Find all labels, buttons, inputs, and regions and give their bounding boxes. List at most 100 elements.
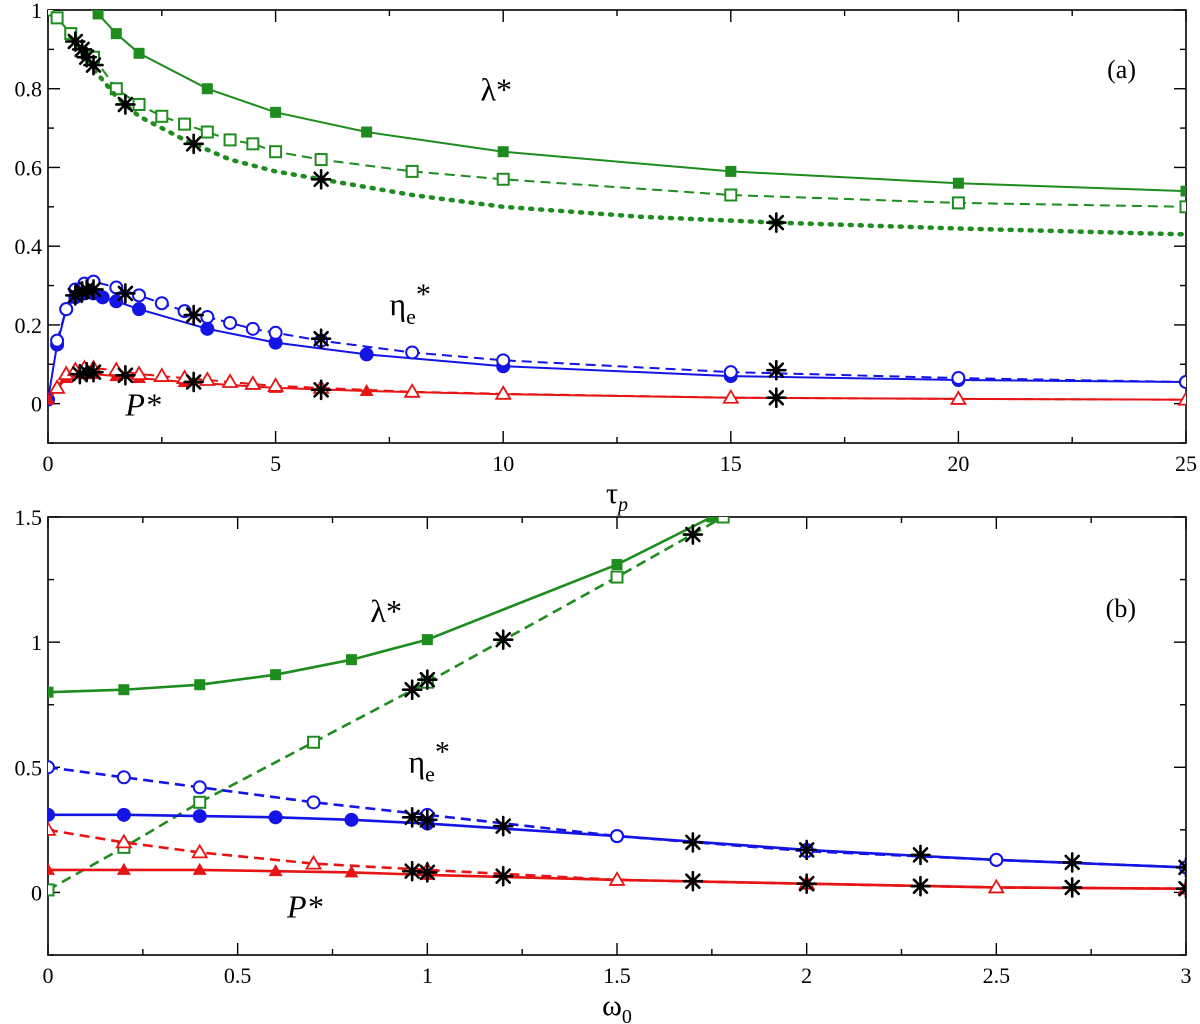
panel-a-xtick-label: 25 [1175,451,1197,476]
panel-a-series--e-asterisks [65,279,787,381]
marker-asterisk [417,809,438,831]
marker-square-filled [110,28,122,40]
panel-b-xtick-label: 2.5 [983,963,1011,988]
marker-asterisk [766,212,787,233]
marker-square-open [1179,200,1186,214]
marker-asterisk [1061,877,1083,898]
marker-circle-open [951,371,966,386]
marker-asterisk [83,361,104,383]
marker-asterisk [492,815,514,837]
marker-circle-open [268,325,283,340]
marker-circle-open [200,310,215,325]
marker-asterisk [417,669,438,690]
marker-asterisk [71,281,93,302]
marker-asterisk [417,862,438,883]
panel-a-series-p-asterisks [69,361,787,409]
marker-asterisk [310,379,332,401]
marker-asterisk [910,844,931,866]
marker-asterisk [796,873,817,894]
panel-a-ytick-label: 0.4 [15,234,43,259]
panel-a-xlabel: τp [606,477,628,516]
panel-b-series--e-filled-line [48,813,1186,869]
marker-square-filled [361,126,373,138]
marker-circle-open [306,795,321,810]
panel-a-annotation: ηe* [389,278,431,329]
marker-square-open [246,137,260,151]
marker-circle-filled [132,302,147,317]
panel-b-series--e-asterisks [401,807,1186,878]
marker-triangle-filled [48,862,55,875]
marker-asterisk [1061,852,1083,873]
marker-asterisk [401,807,423,828]
marker-asterisk [682,832,704,853]
marker-square-filled [92,10,104,20]
marker-asterisk [83,54,104,76]
marker-circle-filled [48,807,55,822]
marker-triangle-open [608,871,626,886]
panel-a-ytick-label: 0.6 [15,155,43,180]
marker-triangle-filled [192,862,207,875]
marker-asterisk [115,94,136,115]
marker-square-filled [133,47,145,59]
marker-square-filled [194,679,206,691]
marker-triangle-open [153,367,171,382]
panel-a-xtick-label: 10 [492,451,514,476]
panel-a-series--dotted-line [68,35,1186,237]
panel-a-chart: 0 5 10 15 20 25 0 0.2 0.4 0.6 0.8 1 τp (a) λ* ηe* P* [15,0,1198,516]
panel-a-series--e-filled-line [48,292,1186,400]
panel-a-ytick-label: 0.2 [15,313,43,338]
marker-asterisk [492,865,514,887]
marker-square-filled [48,686,54,698]
marker-square-open [496,172,510,186]
marker-circle-filled [359,347,374,362]
marker-circle-filled [344,812,359,827]
marker-circle-open [116,770,131,785]
marker-asterisk [115,283,136,304]
marker-square-open [193,795,207,809]
panel-a-xtick-label: 15 [720,451,742,476]
marker-circle-open [59,302,74,317]
panel-b-series--e-open-line [48,766,1186,869]
marker-triangle-open [949,390,967,405]
marker-triangle-open [48,379,66,394]
panel-b-series-p-asterisks [401,860,1186,899]
panel-b-xtick-label: 2 [801,963,812,988]
marker-asterisk [310,328,332,349]
marker-circle-open [610,829,624,844]
marker-square-open [314,153,328,167]
panel-b-panel-label: (b) [1106,594,1136,623]
panel-b-ytick-label: 1.5 [15,505,43,530]
marker-square-filled [952,177,964,189]
marker-triangle-open [107,361,125,377]
marker-square-open [200,125,214,139]
marker-square-filled [497,146,509,158]
panel-b-xtick-label: 1.5 [603,963,631,988]
marker-triangle-filled [268,864,283,877]
panel-a-annotation: λ* [480,72,512,108]
panel-a-xtick-label: 0 [43,451,54,476]
marker-circle-open [405,345,420,360]
marker-triangle-filled [116,862,131,875]
marker-square-open [307,735,321,749]
panel-b-series--filled [48,517,718,698]
marker-asterisk [766,387,787,409]
marker-square-open [405,164,419,178]
marker-circle-filled [268,810,283,825]
marker-square-filled [421,634,433,646]
marker-asterisk [1175,878,1186,899]
marker-asterisk [682,870,704,892]
panel-a-xtick-label: 5 [270,451,281,476]
marker-asterisk [71,39,93,60]
panel-a-ytick-label: 0 [31,392,42,417]
marker-square-filled [611,559,623,571]
panel-a-axes-frame [47,9,1187,444]
marker-circle-open [723,365,738,380]
panel-b-ytick-label: 0.5 [15,755,43,780]
marker-asterisk [310,168,332,190]
panel-a-annotation: P* [124,386,161,422]
panel-a-ytick-label: 1 [31,0,42,23]
marker-circle-filled [116,807,131,822]
marker-square-filled [706,517,718,523]
marker-asterisk [65,285,86,306]
